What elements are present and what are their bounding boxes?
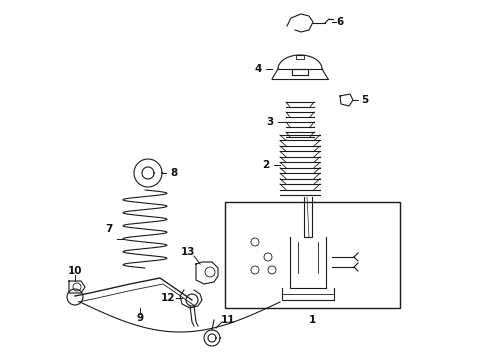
Text: 6: 6 bbox=[336, 17, 343, 27]
Text: 7: 7 bbox=[105, 224, 113, 234]
Text: 8: 8 bbox=[171, 168, 178, 178]
Text: 10: 10 bbox=[68, 266, 82, 276]
Text: 9: 9 bbox=[136, 313, 144, 323]
Text: 13: 13 bbox=[181, 247, 195, 257]
Text: 2: 2 bbox=[262, 160, 270, 170]
Text: 5: 5 bbox=[361, 95, 368, 105]
Text: 12: 12 bbox=[161, 293, 175, 303]
Text: 1: 1 bbox=[308, 315, 316, 325]
Bar bbox=[225, 202, 400, 308]
Text: 4: 4 bbox=[254, 64, 262, 74]
Text: 11: 11 bbox=[221, 315, 235, 325]
Text: 3: 3 bbox=[267, 117, 273, 127]
